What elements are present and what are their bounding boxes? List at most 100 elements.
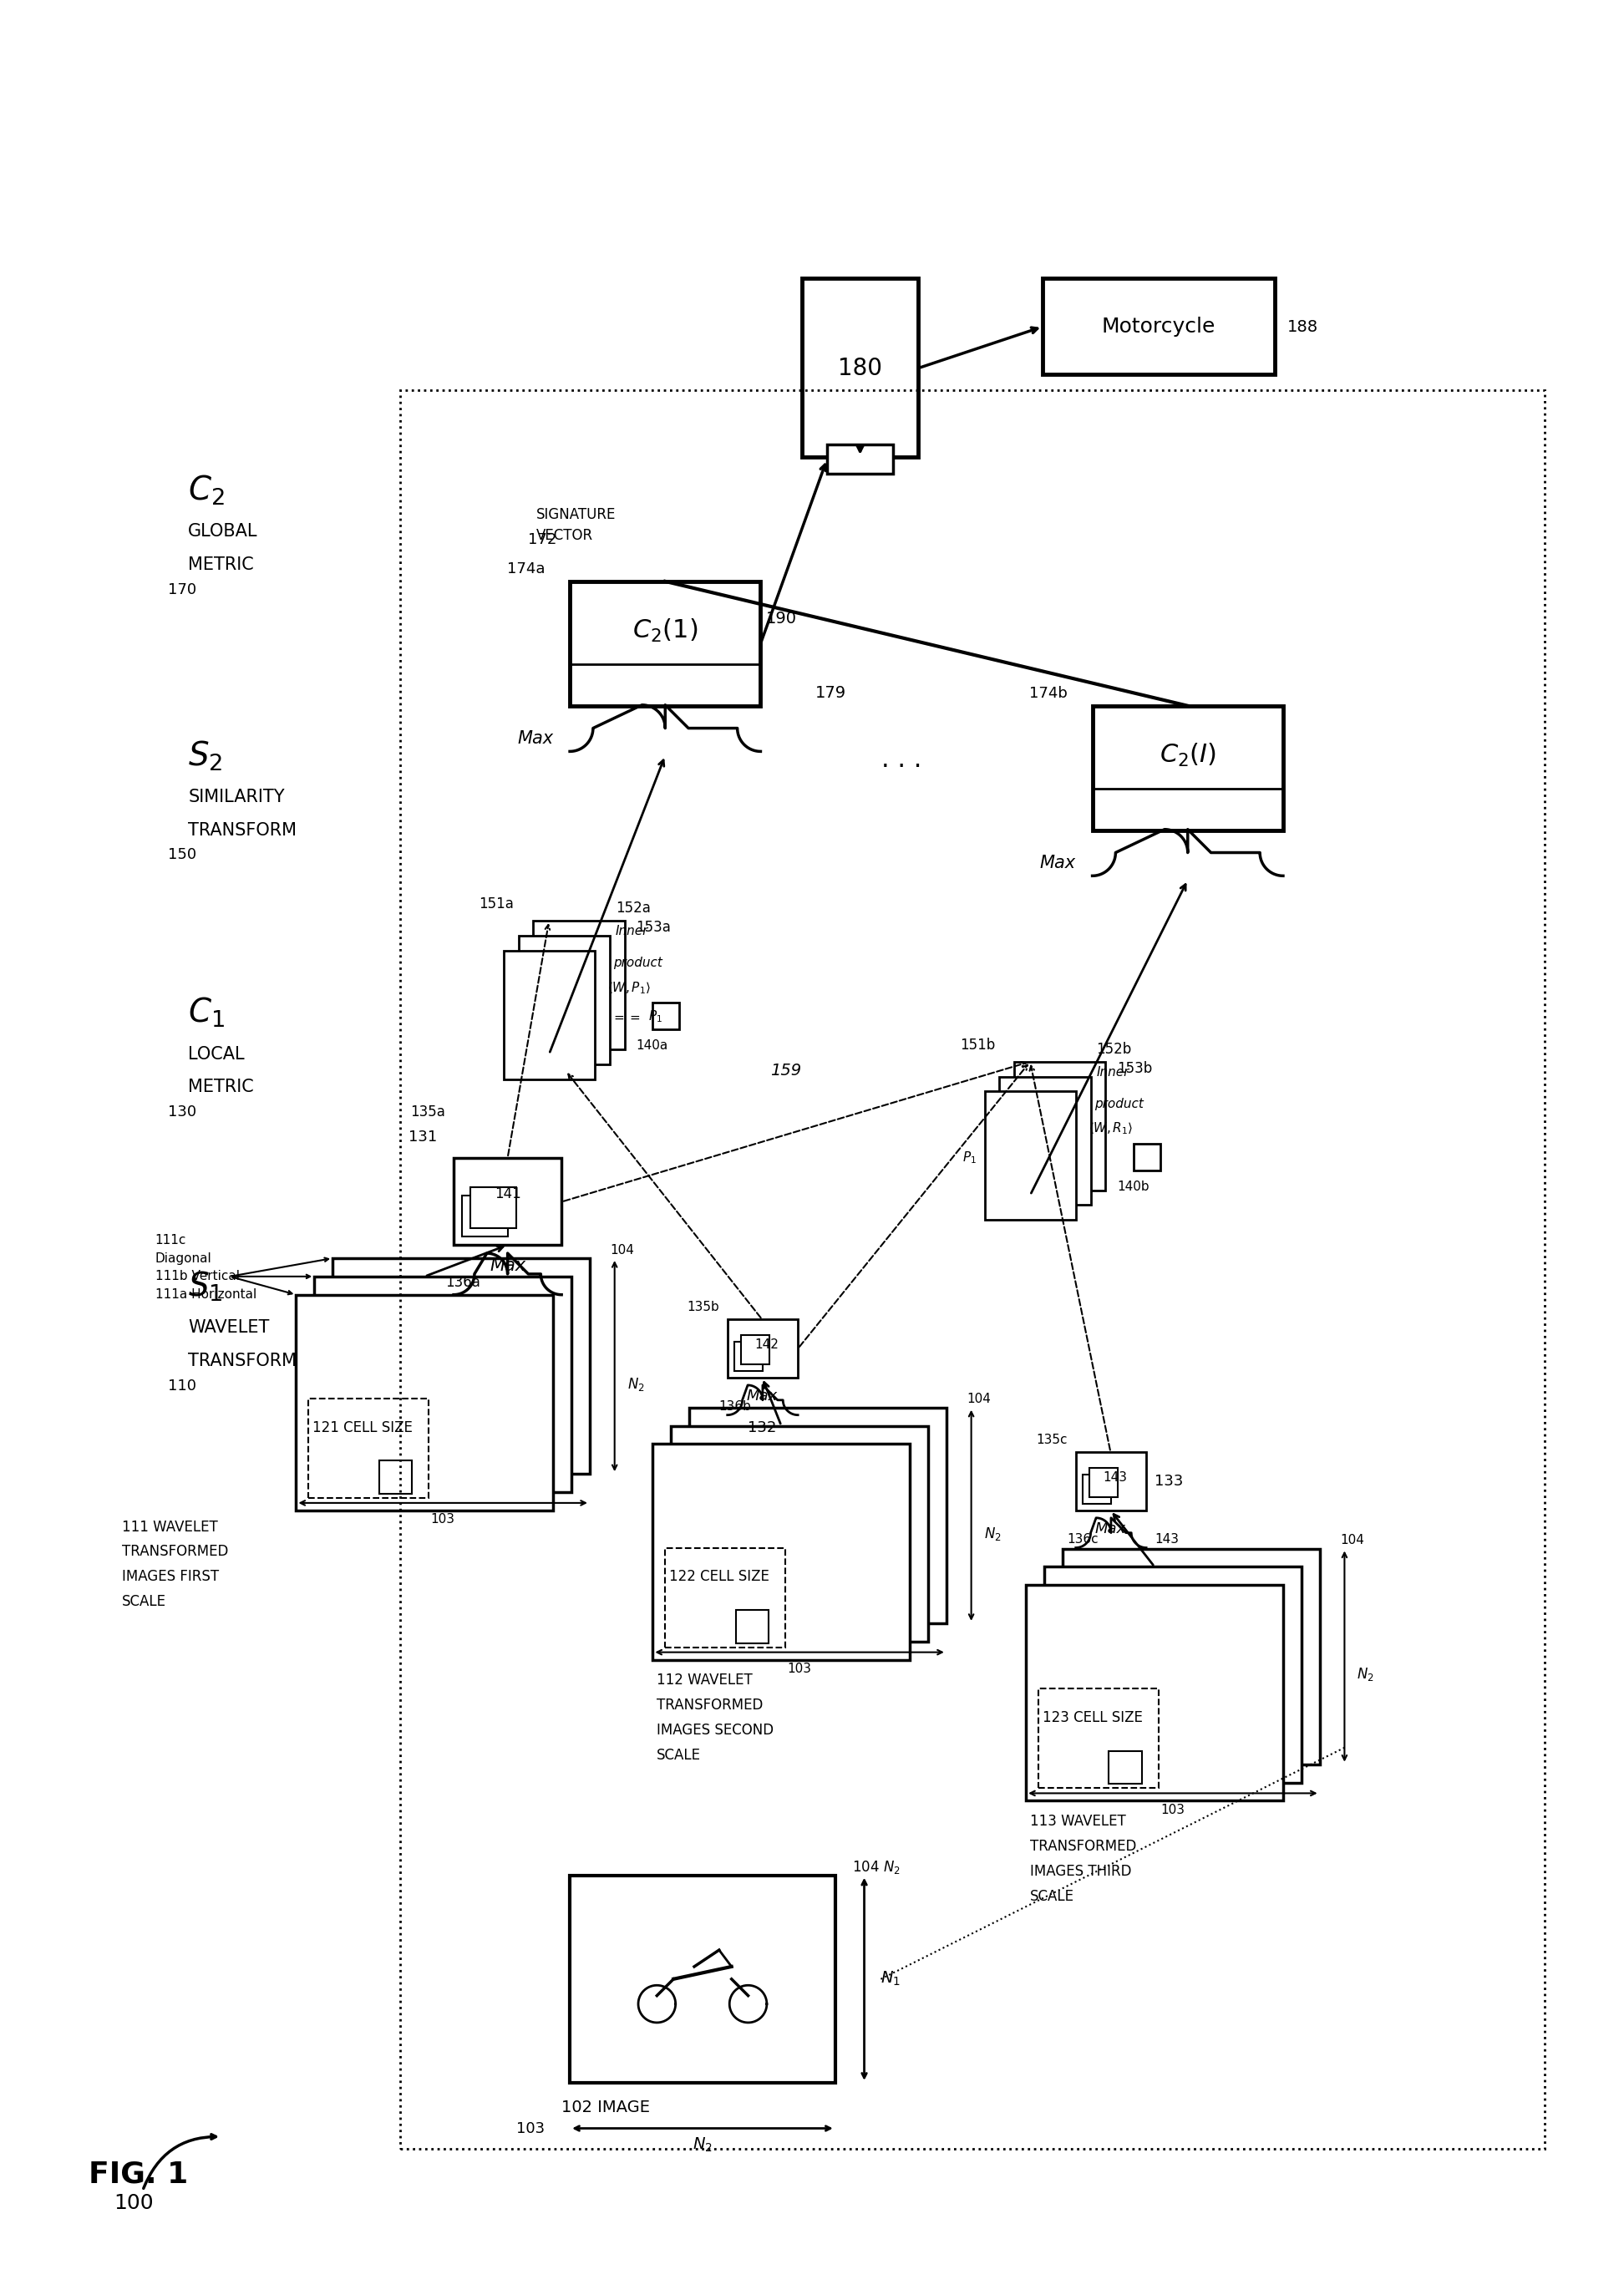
Text: Max: Max (516, 731, 554, 747)
Text: $104\ N_2$: $104\ N_2$ (853, 1859, 900, 1876)
Text: 140a: 140a (637, 1040, 667, 1051)
Text: $C_2$: $C_2$ (188, 474, 224, 506)
Bar (570, 1876, 835, 2082)
Bar (1038, 1688, 1158, 1788)
Text: 170: 170 (167, 582, 197, 598)
Bar (653, 1003, 679, 1028)
Text: 130: 130 (167, 1104, 197, 1120)
Bar (518, 937, 609, 1065)
Text: $C_2(1)$: $C_2(1)$ (632, 618, 698, 643)
Text: TRANSFORM: TRANSFORM (188, 822, 297, 838)
Text: 151b: 151b (960, 1037, 996, 1053)
Bar (1093, 705, 1283, 831)
Text: 180: 180 (838, 357, 882, 380)
Text: IMAGES THIRD: IMAGES THIRD (1030, 1864, 1132, 1878)
Bar (1043, 279, 1275, 373)
Text: SIMILARITY: SIMILARITY (188, 788, 284, 806)
Text: $\langle W, P_1 \rangle$: $\langle W, P_1 \rangle$ (607, 980, 651, 996)
Bar (689, 1408, 947, 1624)
Text: TRANSFORMED: TRANSFORMED (656, 1697, 763, 1713)
Text: METRIC: METRIC (188, 556, 253, 572)
Text: 112 WAVELET: 112 WAVELET (656, 1674, 754, 1688)
Text: Inner: Inner (615, 925, 648, 937)
Text: 111c: 111c (156, 1234, 187, 1246)
Text: 143: 143 (1155, 1534, 1179, 1546)
Text: $= =$: $= =$ (611, 1010, 640, 1024)
Text: $N_2$: $N_2$ (1358, 1667, 1374, 1683)
Text: 159: 159 (770, 1063, 801, 1079)
Text: 103: 103 (430, 1514, 455, 1525)
Bar (1109, 1752, 1142, 1784)
Bar (315, 1276, 572, 1493)
Bar (1075, 1452, 1147, 1511)
Text: product: product (612, 957, 663, 969)
Text: 135a: 135a (411, 1104, 445, 1120)
Text: SCALE: SCALE (122, 1594, 166, 1610)
Bar (728, 1319, 797, 1379)
Text: FIG. 1: FIG. 1 (89, 2159, 188, 2189)
Text: IMAGES FIRST: IMAGES FIRST (122, 1569, 219, 1585)
Text: 135c: 135c (1036, 1434, 1067, 1447)
Text: 113 WAVELET: 113 WAVELET (1030, 1814, 1125, 1830)
Bar (1044, 1566, 1301, 1782)
Text: 150: 150 (167, 847, 197, 863)
Text: 136c: 136c (1067, 1534, 1099, 1546)
Text: SCALE: SCALE (1030, 1889, 1075, 1903)
Text: 136a: 136a (445, 1276, 481, 1289)
Text: $\langle W, R_1 \rangle$: $\langle W, R_1 \rangle$ (1088, 1122, 1132, 1136)
Text: Inner: Inner (1096, 1067, 1129, 1079)
Bar (999, 1076, 1091, 1205)
Text: TRANSFORMED: TRANSFORMED (1030, 1839, 1137, 1855)
Bar (1134, 1143, 1161, 1170)
Text: 151a: 151a (479, 895, 513, 911)
Bar (666, 1548, 786, 1647)
Bar (378, 1461, 412, 1493)
Text: 111 WAVELET: 111 WAVELET (122, 1521, 218, 1534)
Text: 153a: 153a (637, 921, 671, 934)
Bar (741, 1335, 770, 1365)
Text: Max: Max (1095, 1521, 1125, 1537)
Text: SIGNATURE: SIGNATURE (536, 508, 615, 522)
Bar (1015, 1063, 1106, 1191)
Text: 103: 103 (1161, 1805, 1186, 1816)
Bar (461, 1195, 508, 1237)
Text: 140b: 140b (1117, 1182, 1150, 1193)
Text: 100: 100 (114, 2194, 153, 2212)
Text: 188: 188 (1288, 318, 1319, 334)
Bar (309, 1399, 429, 1498)
Text: METRIC: METRIC (188, 1079, 253, 1095)
Text: $C_1$: $C_1$ (188, 996, 226, 1030)
Bar (1082, 1475, 1111, 1505)
Text: product: product (1095, 1097, 1143, 1111)
Text: 152b: 152b (1096, 1042, 1132, 1056)
Text: TRANSFORM: TRANSFORM (188, 1353, 297, 1369)
Text: 122 CELL SIZE: 122 CELL SIZE (669, 1569, 770, 1585)
Text: 103: 103 (788, 1663, 812, 1674)
Text: $N_2$: $N_2$ (984, 1525, 1000, 1541)
Text: 179: 179 (815, 685, 846, 701)
Text: 111b Vertical: 111b Vertical (156, 1271, 239, 1282)
Text: 111a Horizontal: 111a Horizontal (156, 1289, 257, 1301)
Text: TRANSFORMED: TRANSFORMED (122, 1543, 229, 1559)
Text: 136b: 136b (719, 1401, 752, 1413)
Text: Motorcycle: Motorcycle (1101, 316, 1216, 337)
Text: 132: 132 (749, 1420, 776, 1436)
Text: 102 IMAGE: 102 IMAGE (562, 2100, 650, 2116)
Text: $S_2$: $S_2$ (188, 740, 222, 772)
Text: Max: Max (1039, 854, 1075, 872)
Text: 103: 103 (516, 2121, 546, 2137)
Text: $S_1$: $S_1$ (188, 1269, 222, 1303)
Text: 104: 104 (968, 1392, 991, 1406)
Text: GLOBAL: GLOBAL (188, 522, 258, 540)
Text: 172: 172 (528, 531, 557, 547)
Text: . . .: . . . (882, 747, 922, 772)
Text: 135b: 135b (687, 1301, 719, 1314)
Bar (570, 582, 760, 705)
Text: 152a: 152a (615, 900, 650, 916)
Text: SCALE: SCALE (656, 1747, 702, 1763)
Bar (1026, 1585, 1283, 1800)
Text: WAVELET: WAVELET (188, 1319, 270, 1337)
Bar (533, 921, 625, 1049)
Bar (333, 1257, 590, 1475)
Text: Max: Max (747, 1388, 778, 1404)
